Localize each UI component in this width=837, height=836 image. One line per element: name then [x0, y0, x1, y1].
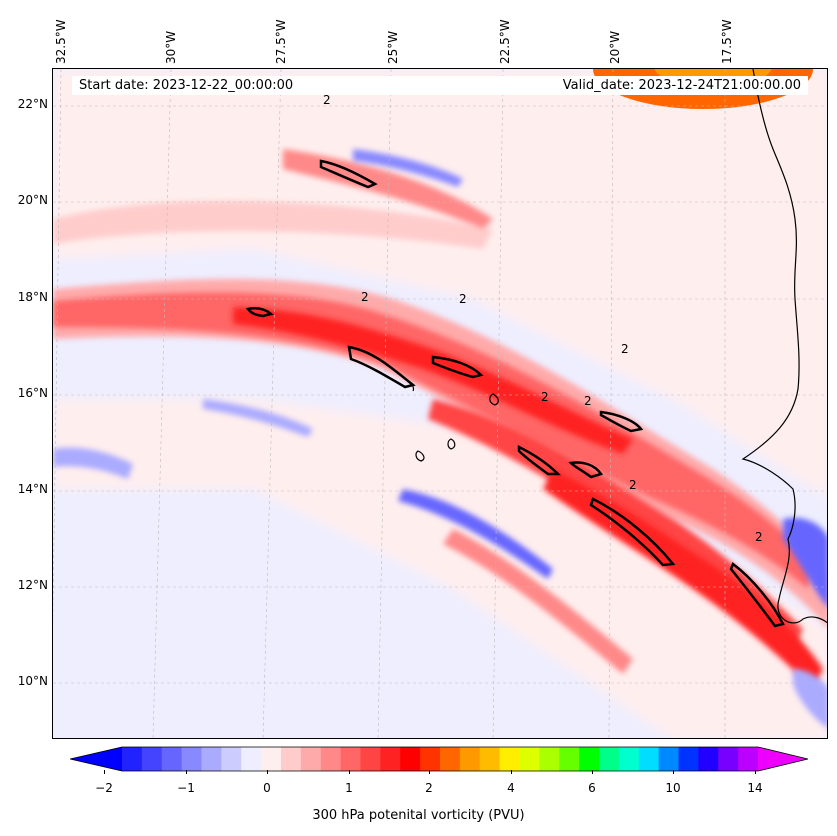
latitude-label: 14°N: [17, 482, 48, 496]
longitude-label: 30°W: [164, 30, 178, 64]
colorbar-segment: [122, 747, 143, 771]
colorbar-segment: [300, 747, 322, 771]
colorbar-segment: [698, 747, 719, 771]
colorbar-segment: [618, 747, 640, 771]
colorbar-segment: [360, 747, 381, 771]
main-band-core: [233, 307, 633, 454]
contour-label: 2: [629, 478, 637, 492]
colorbar-segment: [579, 747, 600, 771]
colorbar-segment: [599, 747, 620, 771]
colorbar-tickmark: [429, 770, 430, 774]
colorbar-segment: [241, 747, 262, 771]
colorbar-tickmark: [673, 770, 674, 774]
valid-date: Valid_date: 2023-12-24T21:00:00.00: [562, 78, 801, 93]
mid-pink-region: [53, 399, 827, 738]
longitude-label: 27.5°W: [274, 19, 288, 64]
latitude-label: 10°N: [17, 674, 48, 688]
contour-label: 2: [621, 342, 629, 356]
blue-streak-2: [398, 489, 553, 579]
streak-upper: [53, 200, 493, 249]
south-band-1: [428, 399, 803, 649]
colorbar-tick-label: 0: [263, 781, 271, 795]
latitude-label: 18°N: [17, 290, 48, 304]
colorbar-outline: [70, 746, 809, 772]
colorbar-segment: [479, 747, 501, 771]
contour-label: 2: [323, 93, 331, 107]
colorbar-segment: [281, 747, 302, 771]
colorbar-tick-label: 4: [507, 781, 515, 795]
colorbar-tick-label: 1: [345, 781, 353, 795]
colorbar-segment: [261, 747, 282, 771]
longitude-label: 25°W: [386, 30, 400, 64]
start-date: Start date: 2023-12-22_00:00:00: [79, 78, 294, 93]
latitude-label: 12°N: [17, 578, 48, 592]
colorbar-tickmark: [511, 770, 512, 774]
colorbar-tick-label: 14: [747, 781, 763, 795]
south-band-2: [543, 469, 823, 689]
colorbar-segment: [400, 747, 421, 771]
streak-upper-2: [283, 149, 493, 229]
colorbar-tick-label: −2: [95, 781, 113, 795]
colorbar-segment: [380, 747, 401, 771]
colorbar-segment: [539, 747, 560, 771]
colorbar-tick-label: 10: [665, 781, 681, 795]
colorbar-segment: [718, 747, 739, 771]
latitude-label: 20°N: [17, 193, 48, 207]
colorbar-segment: [141, 747, 163, 771]
contour-label: 2: [584, 394, 592, 408]
colorbar-title: 300 hPa potenital vorticity (PVU): [312, 808, 525, 823]
longitude-label: 32.5°W: [54, 19, 68, 64]
colorbar-min-extension: [70, 747, 122, 771]
colorbar-segment: [181, 747, 202, 771]
south-band-3: [443, 529, 633, 674]
colorbar-segment: [440, 747, 461, 771]
colorbar-tickmark: [755, 770, 756, 774]
latitude-label: 22°N: [17, 97, 48, 111]
colorbar-tick-label: −1: [177, 781, 195, 795]
colorbar-tickmark: [349, 770, 350, 774]
colorbar-segment: [201, 747, 222, 771]
longitude-label: 22.5°W: [498, 19, 512, 64]
colorbar-segment: [738, 747, 759, 771]
colorbar-segment: [459, 747, 481, 771]
contour-label: 2: [541, 390, 549, 404]
colorbar-segment: [559, 747, 580, 771]
colorbar-segment: [658, 747, 679, 771]
pv-2-contours: [245, 159, 785, 628]
coastline: [407, 69, 827, 624]
blue-streak-3: [53, 447, 133, 479]
colorbar: [70, 746, 809, 772]
gridlines: [53, 69, 827, 738]
colorbar-max-extension: [758, 747, 808, 771]
blue-streak-6: [793, 669, 827, 728]
contour-label: 2: [459, 292, 467, 306]
longitude-label: 20°W: [608, 30, 622, 64]
colorbar-tickmark: [186, 770, 187, 774]
colorbar-segment: [638, 747, 660, 771]
latitude-label: 16°N: [17, 386, 48, 400]
contour-label: 2: [755, 530, 763, 544]
longitude-label: 17.5°W: [720, 19, 734, 64]
colorbar-segment: [678, 747, 699, 771]
upper-pink-region: [53, 69, 827, 498]
date-bar: Start date: 2023-12-22_00:00:00 Valid_da…: [72, 76, 808, 95]
colorbar-tickmark: [104, 770, 105, 774]
colorbar-segment: [519, 747, 540, 771]
contour-label: 2: [361, 290, 369, 304]
map-plot: 2 2 2 2 2 2 2 2: [52, 68, 828, 739]
blue-streak-1: [353, 149, 463, 187]
colorbar-tickmark: [267, 770, 268, 774]
pv-field: 2 2 2 2 2 2 2 2: [53, 69, 827, 738]
colorbar-tickmark: [592, 770, 593, 774]
colorbar-segment: [420, 747, 441, 771]
colorbar-segment: [221, 747, 242, 771]
colorbar-segment: [320, 747, 342, 771]
colorbar-segment: [340, 747, 361, 771]
blue-streak-4: [203, 399, 313, 437]
colorbar-segment: [499, 747, 520, 771]
blue-streak-5: [783, 517, 827, 607]
colorbar-tick-label: 2: [425, 781, 433, 795]
colorbar-tick-label: 6: [588, 781, 596, 795]
colorbar-segment: [161, 747, 183, 771]
